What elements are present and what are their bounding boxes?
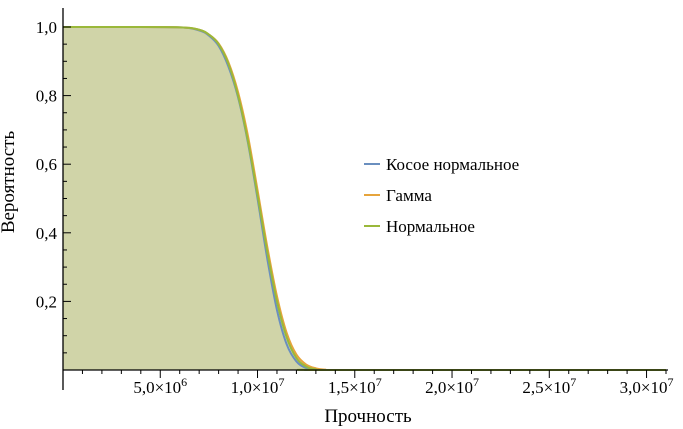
y-tick-label: 0,8 [36, 87, 57, 106]
x-axis-title: Прочность [324, 406, 412, 427]
y-axis-title: Вероятность [0, 131, 19, 234]
x-ticks: 5,0×106 1,0×107 1,5×107 2,0×107 2,5×107 3,0×1… [81, 370, 674, 397]
x-tick-label: 2,0×107 [425, 375, 479, 397]
x-tick-label: 3,0×107 [620, 375, 674, 397]
area-fill-2 [63, 26, 666, 371]
x-tick-label: 2,5×107 [522, 375, 576, 397]
legend-label-2: Гамма [386, 186, 432, 205]
y-tick-label: 0,4 [36, 224, 58, 243]
area-fill-3 [63, 26, 666, 371]
legend-label-1: Косое нормальное [386, 155, 519, 174]
x-tick-label: 5,0×106 [133, 375, 187, 397]
y-tick-label: 0,2 [36, 292, 57, 311]
area-fills [63, 26, 666, 371]
x-tick-label: 1,0×107 [231, 375, 285, 397]
y-tick-label: 1,0 [36, 18, 57, 37]
legend: Косое нормальное Гамма Нормальное [364, 155, 519, 236]
y-ticks: 0,2 0,4 0,6 0,8 1,0 [36, 18, 71, 354]
x-tick-label: 1,5×107 [328, 375, 382, 397]
legend-label-3: Нормальное [386, 217, 475, 236]
area-fill-1 [63, 26, 666, 371]
y-tick-label: 0,6 [36, 155, 57, 174]
